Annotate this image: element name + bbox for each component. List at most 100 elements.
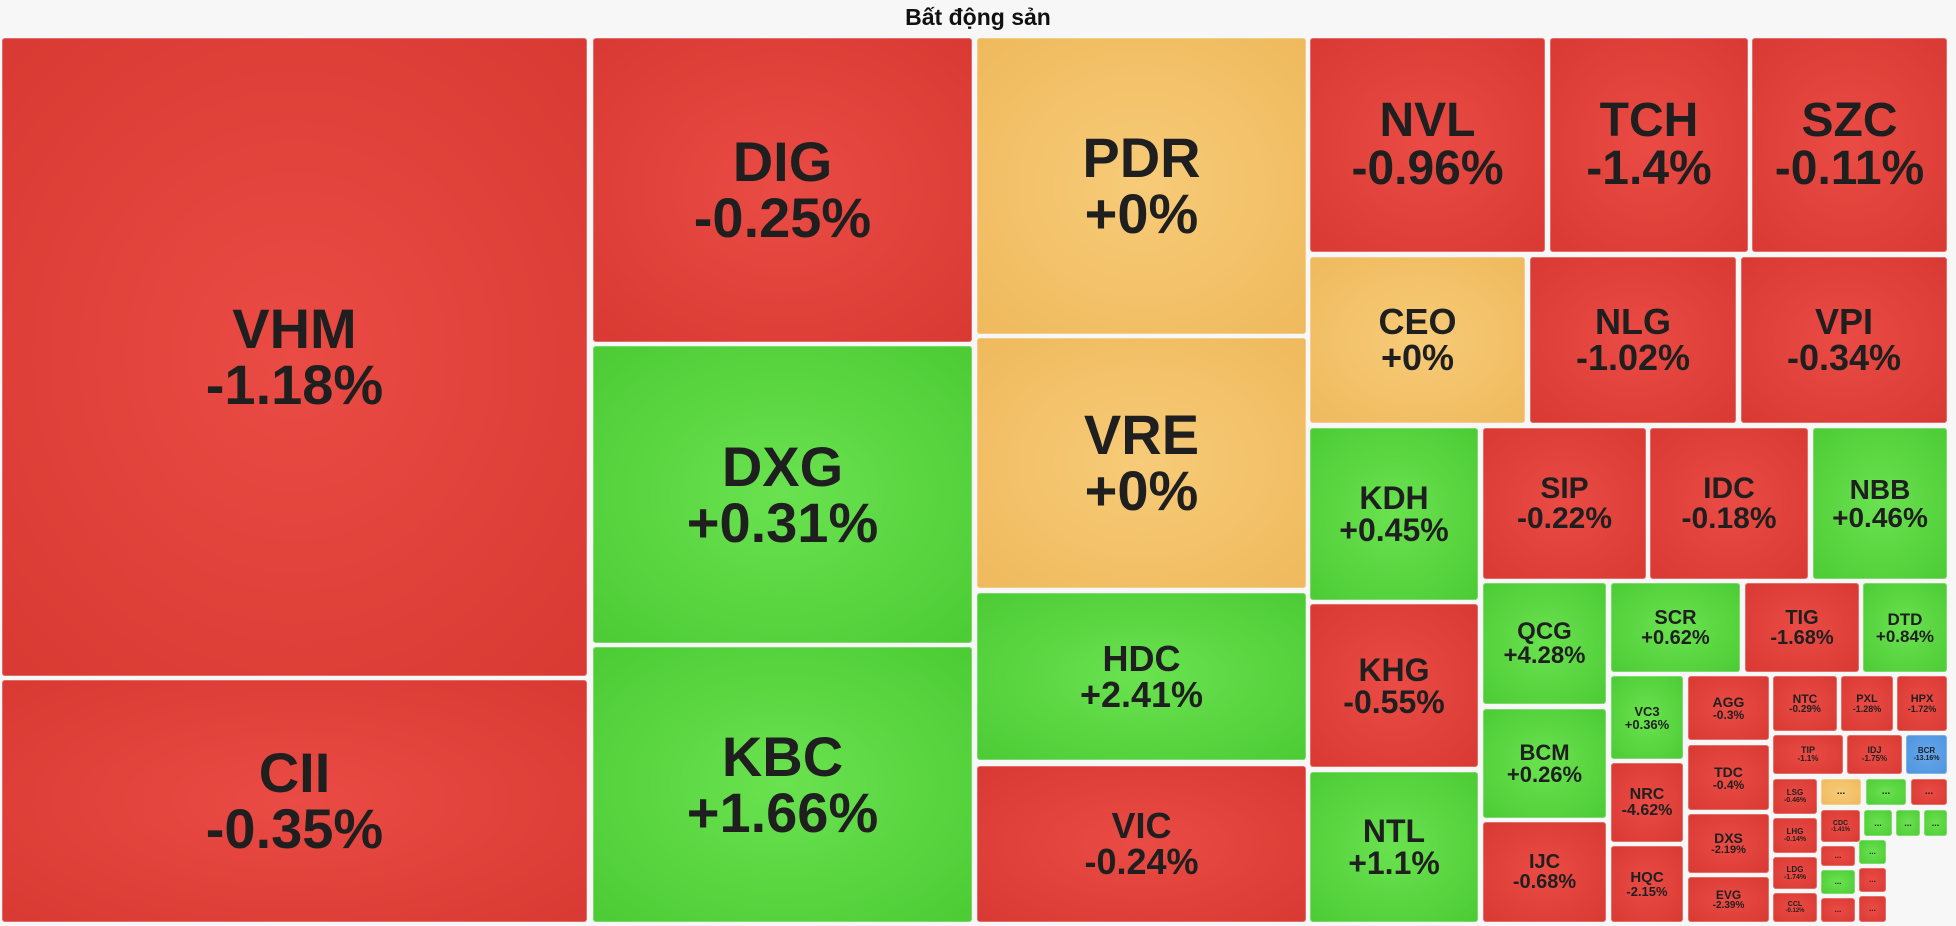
tile-change: -0.24% (1084, 841, 1199, 882)
tile-lhg[interactable]: LHG -0.14% (1773, 818, 1817, 853)
tile-pxl[interactable]: PXL -1.28% (1841, 676, 1893, 731)
tile-ceo[interactable]: CEO +0% (1310, 257, 1525, 423)
tile-vhm[interactable]: VHM -1.18% (2, 38, 587, 676)
tile-symbol: ... (1931, 817, 1940, 828)
tile-change: -0.96% (1351, 142, 1504, 195)
tile-change: -0.55% (1343, 683, 1445, 720)
tile-khg[interactable]: KHG -0.55% (1310, 604, 1478, 767)
tile-kbc[interactable]: KBC +1.66% (593, 647, 972, 922)
tile-bcm[interactable]: BCM +0.26% (1483, 709, 1606, 818)
tile-idj[interactable]: IDJ -1.75% (1847, 735, 1902, 774)
tile-agg[interactable]: AGG -0.3% (1688, 676, 1769, 740)
tile-change: -1.72% (1907, 703, 1937, 714)
tile-dxs[interactable]: DXS -2.19% (1688, 814, 1769, 873)
tile-more-48[interactable]: ... (1864, 810, 1892, 836)
tile-nbb[interactable]: NBB +0.46% (1813, 428, 1947, 579)
tile-scr[interactable]: SCR +0.62% (1611, 583, 1740, 672)
tile-symbol: NVL (1379, 94, 1476, 147)
tile-nlg[interactable]: NLG -1.02% (1530, 257, 1736, 423)
tile-change: +0.45% (1339, 512, 1449, 548)
tile-ccl[interactable]: CCL -0.12% (1773, 893, 1817, 922)
tile-nrc[interactable]: NRC -4.62% (1611, 763, 1683, 842)
tile-symbol: NRC (1629, 785, 1665, 803)
tile-more-47[interactable]: ... (1911, 779, 1947, 805)
tile-symbol: CEO (1378, 301, 1457, 342)
tile-more-46[interactable]: ... (1866, 779, 1906, 805)
tile-change: -0.46% (1783, 797, 1807, 804)
tile-vpi[interactable]: VPI -0.34% (1741, 257, 1947, 423)
tile-nvl[interactable]: NVL -0.96% (1310, 38, 1545, 252)
tile-symbol: CDC (1832, 819, 1849, 827)
tile-symbol: PXL (1856, 692, 1878, 705)
tile-change: -1.1% (1797, 754, 1819, 763)
tile-symbol: CCL (1787, 901, 1803, 908)
tile-kdh[interactable]: KDH +0.45% (1310, 428, 1478, 600)
tile-more-53[interactable]: ... (1821, 898, 1855, 922)
tile-qcg[interactable]: QCG +4.28% (1483, 583, 1606, 704)
tile-bcr[interactable]: BCR -13.16% (1906, 735, 1947, 774)
tile-symbol: VC3 (1634, 703, 1660, 719)
tile-symbol: ... (1869, 847, 1876, 856)
tile-evg[interactable]: EVG -2.39% (1688, 877, 1769, 922)
tile-symbol: PDR (1082, 126, 1201, 189)
tile-hdc[interactable]: HDC +2.41% (977, 593, 1306, 760)
tile-more-50[interactable]: ... (1924, 810, 1947, 836)
tile-symbol: DXG (721, 434, 844, 498)
tile-change: -1.02% (1575, 337, 1691, 378)
tile-hqc[interactable]: HQC -2.15% (1611, 846, 1683, 922)
tile-lsg[interactable]: LSG -0.46% (1773, 779, 1817, 814)
tile-more-55[interactable]: ... (1859, 868, 1886, 892)
tile-szc[interactable]: SZC -0.11% (1752, 38, 1947, 252)
tile-dtd[interactable]: DTD +0.84% (1863, 583, 1947, 672)
tile-ldg[interactable]: LDG -1.74% (1773, 857, 1817, 889)
tile-change: +0% (1084, 459, 1199, 522)
tile-vic[interactable]: VIC -0.24% (977, 766, 1306, 922)
tile-sip[interactable]: SIP -0.22% (1483, 428, 1646, 579)
tile-change: +0% (1084, 182, 1199, 245)
tile-symbol: IJC (1528, 851, 1561, 873)
tile-change: -0.12% (1785, 908, 1805, 914)
tile-symbol: NLG (1595, 301, 1671, 342)
tile-pdr[interactable]: PDR +0% (977, 38, 1306, 334)
tile-symbol: QCG (1517, 617, 1572, 645)
tile-symbol: ... (1869, 904, 1876, 913)
tile-symbol: VIC (1111, 805, 1172, 846)
tile-cii[interactable]: CII -0.35% (2, 680, 587, 922)
tile-symbol: ... (1834, 851, 1842, 860)
tile-vc3[interactable]: VC3 +0.36% (1611, 676, 1683, 759)
tile-more-54[interactable]: ... (1859, 840, 1886, 864)
tile-change: -1.18% (205, 353, 384, 416)
tile-change: +4.28% (1503, 641, 1586, 669)
tile-idc[interactable]: IDC -0.18% (1650, 428, 1808, 579)
tile-symbol: ... (1924, 786, 1934, 797)
tile-vre[interactable]: VRE +0% (977, 338, 1306, 588)
tile-change: -2.19% (1711, 844, 1746, 856)
tile-more-49[interactable]: ... (1896, 810, 1920, 836)
tile-more-56[interactable]: ... (1859, 896, 1886, 922)
tile-symbol: VHM (232, 297, 357, 360)
tile-dig[interactable]: DIG -0.25% (593, 38, 972, 342)
tile-more-52[interactable]: ... (1821, 870, 1855, 894)
tile-ntl[interactable]: NTL +1.1% (1310, 772, 1478, 922)
tile-tdc[interactable]: TDC -0.4% (1688, 745, 1769, 810)
tile-symbol: DTD (1887, 609, 1923, 629)
tile-change: -1.28% (1852, 703, 1882, 714)
tile-ntc[interactable]: NTC -0.29% (1773, 676, 1837, 731)
tile-change: -1.4% (1586, 142, 1712, 195)
tile-more-51[interactable]: ... (1821, 846, 1855, 866)
tile-tch[interactable]: TCH -1.4% (1550, 38, 1748, 252)
tile-tig[interactable]: TIG -1.68% (1745, 583, 1859, 672)
tile-tip[interactable]: TIP -1.1% (1773, 735, 1843, 774)
tile-change: +0.36% (1624, 716, 1670, 732)
tile-cdc[interactable]: CDC -1.41% (1821, 810, 1860, 842)
tile-symbol: LSG (1786, 788, 1804, 797)
tile-change: -1.41% (1830, 826, 1850, 833)
tile-dxg[interactable]: DXG +0.31% (593, 346, 972, 643)
tile-ijc[interactable]: IJC -0.68% (1483, 822, 1606, 922)
tile-symbol: ... (1834, 877, 1842, 886)
tile-symbol: NTL (1362, 813, 1426, 849)
tile-hpx[interactable]: HPX -1.72% (1897, 676, 1947, 731)
tile-symbol: BCR (1917, 746, 1936, 755)
tile-more-45[interactable]: ... (1821, 779, 1861, 805)
